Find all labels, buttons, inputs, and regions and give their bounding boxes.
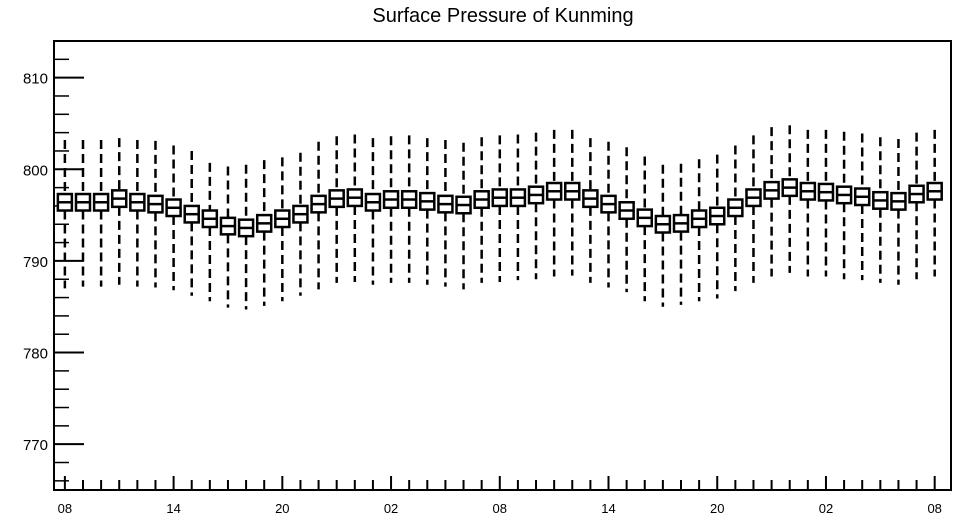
box-26 [527,132,545,280]
box-2 [92,139,110,287]
box-19 [400,135,418,283]
x-tick-label: 02 [384,501,398,516]
y-tick-label: 780 [23,346,48,363]
box-17 [364,138,382,285]
x-axis: 08 14 20 02 08 14 20 02 08 [58,476,942,516]
box-11 [255,160,273,306]
x-tick-label: 14 [166,501,180,516]
box-42 [817,129,835,277]
box-32 [636,156,654,302]
box-5 [147,140,164,288]
box-30 [600,141,617,288]
box-3 [110,138,128,285]
box-14 [310,141,327,290]
x-tick-label: 14 [601,501,615,516]
box-21 [437,139,454,287]
box-13 [292,152,309,296]
box-9 [219,166,237,308]
y-tick-label: 790 [23,254,48,271]
box-24 [491,135,509,282]
box-27 [545,129,563,277]
x-tick-label: 08 [927,501,941,516]
box-7 [183,150,200,296]
box-35 [690,159,708,302]
box-20 [419,138,436,285]
chart-title: Surface Pressure of Kunming [372,5,633,27]
y-tick-label: 800 [23,162,48,179]
box-45 [872,137,889,283]
x-tick-label: 08 [493,501,507,516]
plot-frame [53,40,952,491]
box-6 [165,145,182,291]
box-series [56,125,943,310]
box-36 [708,154,726,299]
box-47 [908,132,925,280]
box-15 [328,136,345,283]
box-1 [74,139,92,287]
box-29 [582,138,599,283]
box-33 [654,164,672,307]
box-31 [618,147,635,293]
y-axis: 770 780 790 800 810 [23,40,84,482]
box-44 [853,133,871,281]
y-tick-label: 770 [23,437,48,454]
box-4 [129,139,146,287]
box-18 [382,136,400,283]
x-tick-label: 08 [58,501,72,516]
box-25 [509,134,527,281]
box-46 [890,139,907,285]
box-37 [727,145,744,292]
box-0 [56,139,74,289]
y-tick-label: 810 [23,71,48,88]
box-39 [763,127,780,277]
box-40 [781,125,798,273]
box-8 [201,162,219,302]
box-38 [745,135,762,283]
x-tick-label: 20 [710,501,724,516]
box-12 [274,157,291,302]
box-16 [346,134,364,282]
box-41 [799,129,817,277]
x-tick-label: 02 [819,501,833,516]
box-10 [237,164,255,310]
box-22 [455,142,472,290]
box-23 [473,137,490,283]
box-43 [835,131,853,280]
box-34 [672,163,690,305]
box-28 [564,129,581,276]
box-48 [926,129,943,277]
x-tick-label: 20 [275,501,289,516]
